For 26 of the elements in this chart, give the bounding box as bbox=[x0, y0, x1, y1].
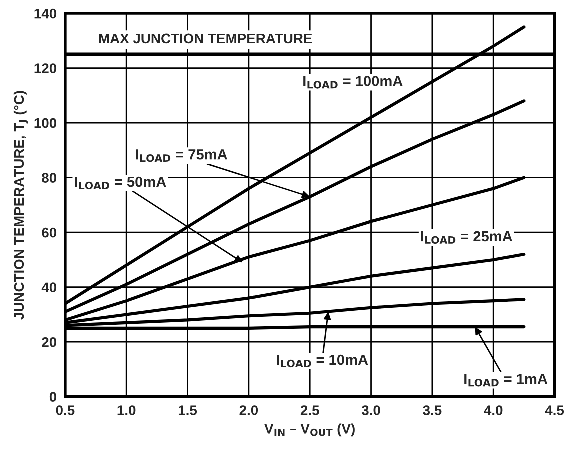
x-tick-label: 3.0 bbox=[362, 406, 380, 416]
x-tick-label: 1.5 bbox=[178, 406, 198, 416]
annotation: I$_{LOAD}$ = 1mA bbox=[464, 374, 548, 387]
y-tick-label: 140 bbox=[34, 8, 57, 19]
y-axis-title: JUNCTION TEMPERATURE, T$_{J}$ (°C) bbox=[14, 91, 28, 320]
annotation: I$_{LOAD}$ = 75mA bbox=[136, 150, 228, 162]
ref-line-label: MAX JUNCTION TEMPERATURE bbox=[99, 34, 312, 44]
x-tick-label: 2.5 bbox=[300, 406, 320, 416]
annotation: I$_{LOAD}$ = 100mA bbox=[304, 76, 403, 89]
x-axis-title: V$_{IN}$ – V$_{OUT}$ (V) bbox=[264, 424, 355, 437]
y-tick-label: 80 bbox=[42, 173, 57, 183]
y-tick-label: 20 bbox=[42, 337, 57, 348]
x-tick-label: 4.5 bbox=[545, 406, 564, 416]
y-tick-label: 100 bbox=[34, 118, 57, 128]
y-tick-label: 120 bbox=[34, 64, 57, 74]
annotation: I$_{LOAD}$ = 10mA bbox=[277, 354, 368, 368]
y-tick-label: 60 bbox=[42, 228, 57, 238]
annotation: I$_{LOAD}$ = 25mA bbox=[421, 231, 512, 244]
annotation: I$_{LOAD}$ = 50mA bbox=[75, 176, 166, 190]
x-tick-label: 3.5 bbox=[423, 406, 442, 416]
y-tick-label: 40 bbox=[42, 282, 57, 293]
y-tick-label: 0 bbox=[50, 392, 57, 402]
x-tick-label: 1.0 bbox=[118, 406, 136, 416]
x-tick-label: 4.0 bbox=[484, 406, 503, 416]
x-tick-label: 0.5 bbox=[56, 406, 75, 416]
x-tick-label: 2.0 bbox=[240, 406, 258, 416]
